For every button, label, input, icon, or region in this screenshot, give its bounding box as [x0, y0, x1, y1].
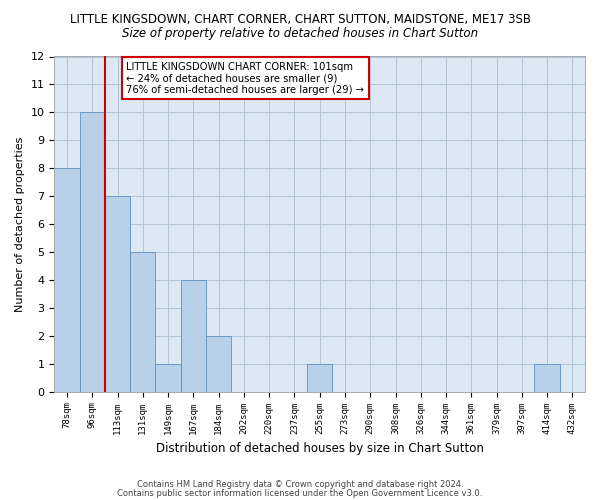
Bar [206, 336, 231, 392]
Text: LITTLE KINGSDOWN, CHART CORNER, CHART SUTTON, MAIDSTONE, ME17 3SB: LITTLE KINGSDOWN, CHART CORNER, CHART SU… [70, 12, 530, 26]
Bar [105, 196, 130, 392]
Bar [535, 364, 560, 392]
Text: Size of property relative to detached houses in Chart Sutton: Size of property relative to detached ho… [122, 28, 478, 40]
Bar [307, 364, 332, 392]
Bar [55, 168, 80, 392]
Bar [80, 112, 105, 392]
Bar [130, 252, 155, 392]
Title: LITTLE KINGSDOWN, CHART CORNER, CHART SUTTON, MAIDSTONE, ME17 3SB
Size of proper: LITTLE KINGSDOWN, CHART CORNER, CHART SU… [0, 499, 1, 500]
Bar [155, 364, 181, 392]
Y-axis label: Number of detached properties: Number of detached properties [15, 136, 25, 312]
Text: Contains HM Land Registry data © Crown copyright and database right 2024.: Contains HM Land Registry data © Crown c… [137, 480, 463, 489]
X-axis label: Distribution of detached houses by size in Chart Sutton: Distribution of detached houses by size … [156, 442, 484, 455]
Text: Contains public sector information licensed under the Open Government Licence v3: Contains public sector information licen… [118, 489, 482, 498]
Text: LITTLE KINGSDOWN CHART CORNER: 101sqm
← 24% of detached houses are smaller (9)
7: LITTLE KINGSDOWN CHART CORNER: 101sqm ← … [126, 62, 364, 94]
Bar [181, 280, 206, 392]
